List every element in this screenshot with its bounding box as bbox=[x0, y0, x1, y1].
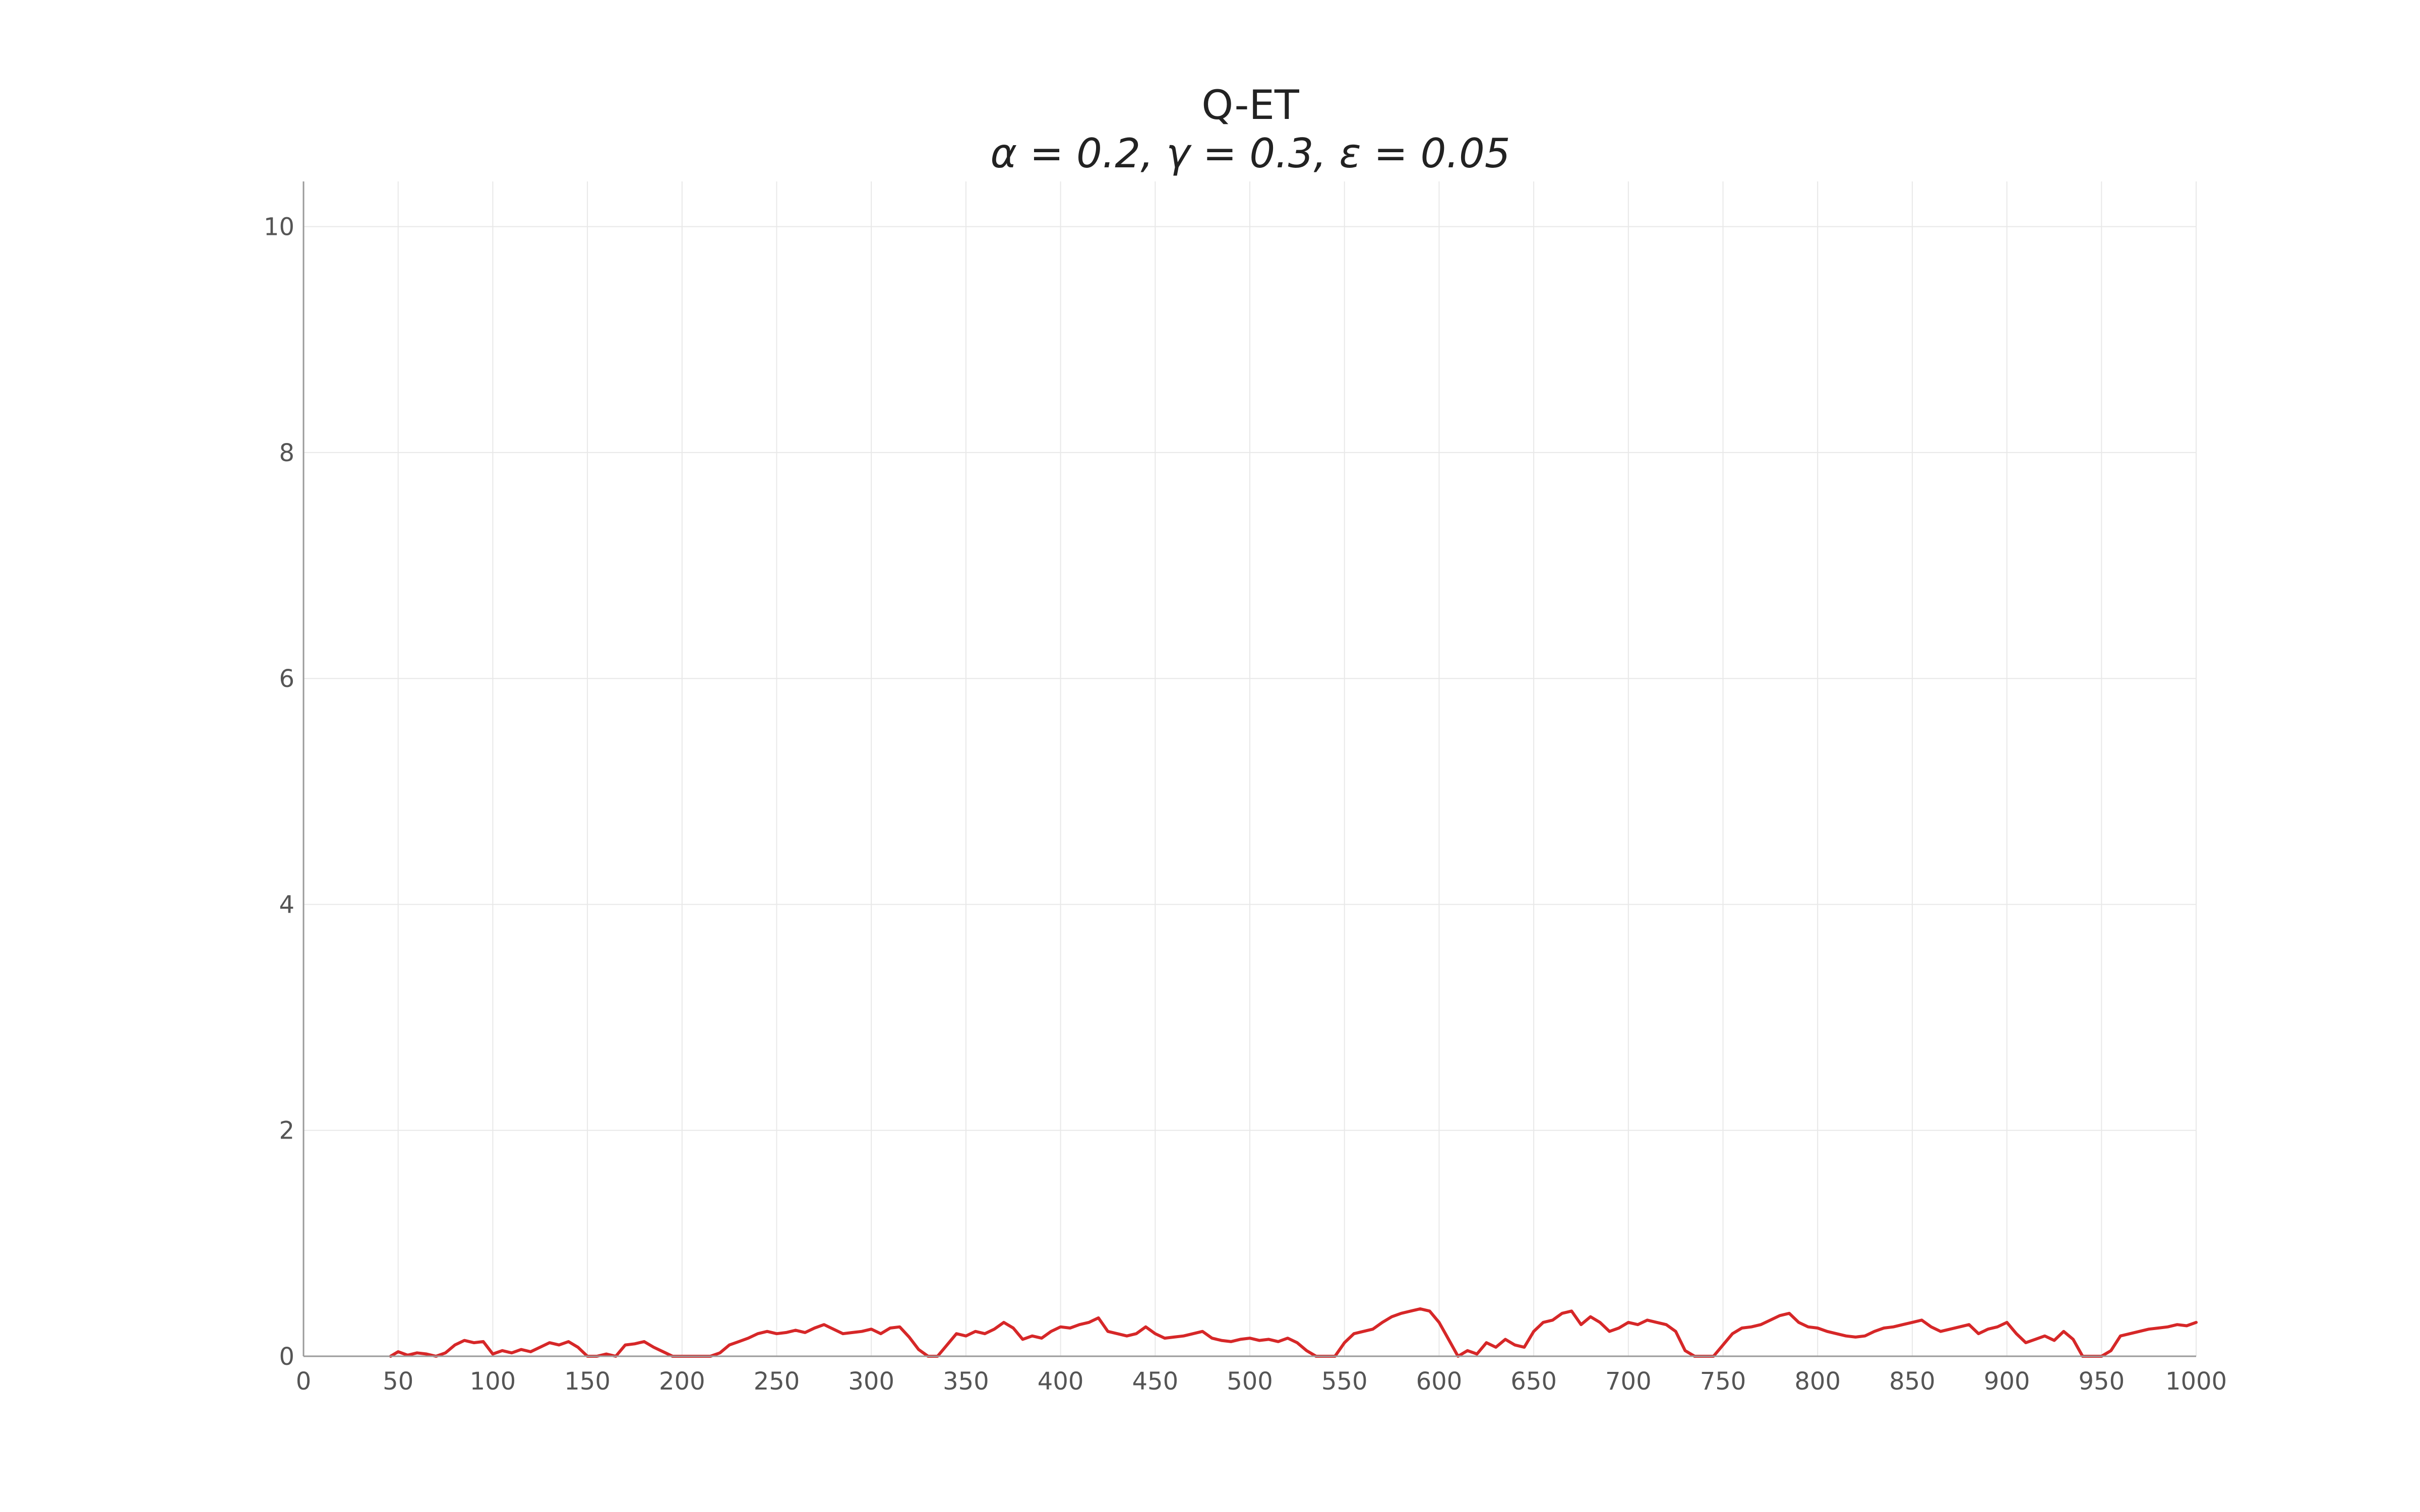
x-tick-label: 0 bbox=[296, 1367, 312, 1396]
x-tick-label: 850 bbox=[1889, 1367, 1935, 1396]
grid bbox=[304, 181, 2197, 1356]
x-tick-label: 50 bbox=[383, 1367, 413, 1396]
y-tick-label: 6 bbox=[279, 665, 294, 693]
x-tick-label: 750 bbox=[1700, 1367, 1746, 1396]
x-tick-label: 1000 bbox=[2165, 1367, 2227, 1396]
x-tick-label: 350 bbox=[943, 1367, 989, 1396]
x-tick-label: 200 bbox=[659, 1367, 705, 1396]
x-tick-label: 950 bbox=[2078, 1367, 2125, 1396]
series-group bbox=[389, 1307, 2198, 1358]
chart-subtitle: α = 0.2, γ = 0.3, ε = 0.05 bbox=[990, 130, 1510, 177]
tick-labels: 0 50 100 150 200 250 300 350 400 450 500 550 600 650 7… bbox=[264, 213, 2227, 1396]
x-tick-label: 450 bbox=[1132, 1367, 1178, 1396]
series-line-0 bbox=[389, 1307, 2198, 1358]
x-tick-label: 550 bbox=[1321, 1367, 1368, 1396]
x-tick-label: 300 bbox=[848, 1367, 894, 1396]
x-tick-label: 400 bbox=[1038, 1367, 1084, 1396]
axes bbox=[302, 181, 2196, 1357]
y-tick-label: 4 bbox=[279, 891, 294, 919]
x-tick-label: 250 bbox=[754, 1367, 800, 1396]
chart-title: Q-ET bbox=[1201, 82, 1300, 129]
y-tick-label: 2 bbox=[279, 1117, 294, 1145]
x-tick-label: 900 bbox=[1984, 1367, 2030, 1396]
x-tick-label: 800 bbox=[1794, 1367, 1841, 1396]
x-tick-label: 150 bbox=[564, 1367, 611, 1396]
y-tick-label: 8 bbox=[279, 439, 294, 467]
x-tick-label: 600 bbox=[1416, 1367, 1463, 1396]
x-tick-label: 500 bbox=[1227, 1367, 1273, 1396]
x-tick-label: 100 bbox=[470, 1367, 516, 1396]
x-tick-label: 650 bbox=[1510, 1367, 1557, 1396]
y-tick-label: 0 bbox=[279, 1343, 294, 1371]
y-tick-label: 10 bbox=[264, 213, 294, 241]
x-tick-label: 700 bbox=[1605, 1367, 1652, 1396]
